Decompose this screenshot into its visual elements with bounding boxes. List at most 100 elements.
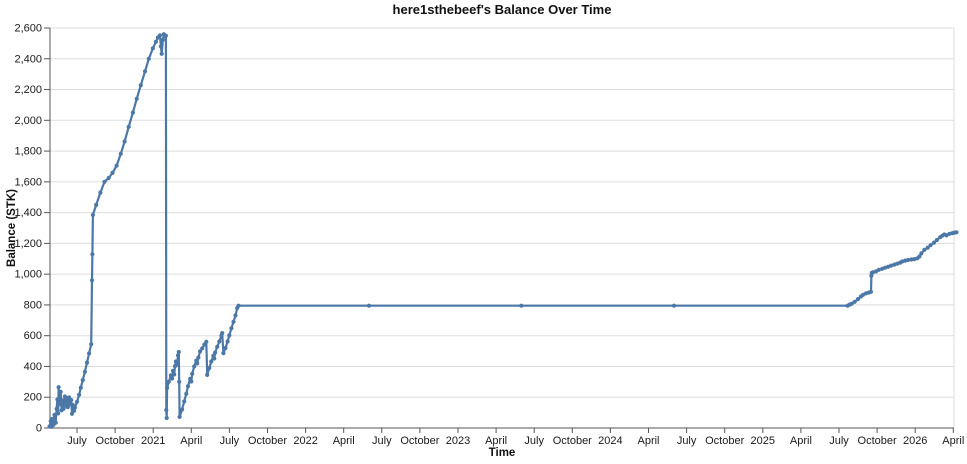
y-tick-label: 2,200 <box>14 84 42 96</box>
y-tick-label: 2,600 <box>14 23 42 35</box>
data-point <box>160 37 165 42</box>
data-point <box>146 56 151 61</box>
data-point <box>176 349 181 355</box>
data-point <box>58 389 63 394</box>
data-point <box>122 139 127 144</box>
x-tick-label: October <box>248 435 287 447</box>
data-point <box>54 406 59 411</box>
data-point <box>177 379 182 384</box>
data-point <box>185 384 191 389</box>
data-point <box>166 379 171 384</box>
y-tick-label: 800 <box>24 299 42 311</box>
data-point <box>150 46 155 51</box>
data-point <box>153 39 158 44</box>
y-tick-label: 0 <box>36 423 42 435</box>
x-tick-label: April <box>485 435 507 447</box>
y-tick-label: 1,600 <box>14 176 42 188</box>
data-point <box>69 397 74 403</box>
data-point <box>130 110 135 115</box>
data-point <box>196 355 201 360</box>
y-tick-label: 200 <box>24 392 42 404</box>
x-tick-label: October <box>96 435 135 447</box>
data-point <box>227 333 232 338</box>
balance-line <box>48 33 958 428</box>
data-point <box>180 407 185 412</box>
x-tick-label: 2026 <box>903 435 927 447</box>
data-point <box>175 353 181 358</box>
data-point <box>87 351 92 356</box>
data-point <box>212 356 217 361</box>
data-point <box>69 411 75 416</box>
y-tick-label: 1,800 <box>14 146 42 158</box>
data-point <box>919 251 924 256</box>
data-point <box>213 350 218 355</box>
data-point <box>65 405 70 410</box>
data-point <box>189 379 194 384</box>
data-point <box>671 303 677 308</box>
data-point <box>72 405 77 410</box>
data-point <box>231 319 236 324</box>
data-point <box>158 44 163 49</box>
y-tick-label: 600 <box>24 330 42 342</box>
data-point <box>77 392 82 397</box>
x-tick-label: July <box>372 435 392 447</box>
data-point <box>855 297 861 302</box>
data-point <box>954 230 959 235</box>
data-point <box>207 365 212 371</box>
data-point <box>164 415 169 421</box>
data-point <box>906 257 911 263</box>
x-tick-label: 2023 <box>446 435 470 447</box>
x-axis-title: Time <box>488 447 516 459</box>
data-point <box>888 263 894 268</box>
data-point <box>928 243 933 248</box>
x-tick-label: 2024 <box>598 435 622 447</box>
x-tick-label: April <box>333 435 355 447</box>
data-point <box>89 342 94 347</box>
x-tick-label: April <box>637 435 659 447</box>
data-point <box>126 124 131 129</box>
data-point <box>192 364 197 369</box>
data-point <box>190 371 195 376</box>
data-point <box>868 289 874 294</box>
data-point <box>184 391 189 396</box>
data-point <box>110 170 115 175</box>
data-point <box>90 252 95 257</box>
data-point <box>925 245 930 250</box>
data-point <box>200 346 205 351</box>
x-tick-label: October <box>858 435 897 447</box>
y-tick-label: 2,000 <box>14 115 42 127</box>
data-point <box>118 151 123 156</box>
y-tick-label: 400 <box>24 361 42 373</box>
data-point <box>60 398 65 403</box>
data-point <box>102 179 107 184</box>
data-point <box>922 247 927 252</box>
data-point <box>519 303 524 308</box>
x-tick-label: October <box>705 435 744 447</box>
data-point <box>221 351 226 356</box>
data-point <box>175 362 180 367</box>
data-point <box>78 385 83 390</box>
data-point <box>170 368 176 373</box>
data-point <box>61 406 66 411</box>
y-tick-label: 1,400 <box>14 207 42 219</box>
data-point <box>82 369 87 374</box>
x-tick-label: April <box>942 435 964 447</box>
data-point <box>165 385 170 391</box>
data-point <box>917 254 922 259</box>
data-point <box>89 278 95 283</box>
x-tick-label: October <box>553 435 592 447</box>
x-tick-label: April <box>790 435 812 447</box>
data-point <box>215 344 220 349</box>
data-point <box>366 303 372 308</box>
data-point <box>159 51 164 56</box>
data-point <box>182 399 187 404</box>
data-point <box>94 202 99 207</box>
x-tick-label: July <box>829 435 849 447</box>
data-point <box>204 339 209 344</box>
data-point <box>223 345 228 351</box>
x-tick-label: July <box>220 435 240 447</box>
y-tick-label: 1,200 <box>14 238 42 250</box>
data-point <box>80 377 85 383</box>
